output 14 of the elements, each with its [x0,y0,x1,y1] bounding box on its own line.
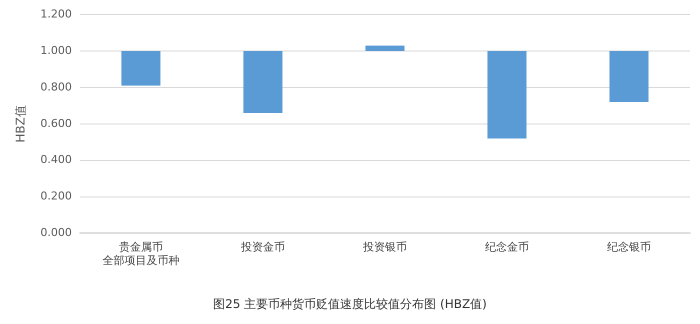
x-tick-label: 贵金属币全部项目及币种 [102,240,180,267]
text: 图25 主要币种货币贬值速度比较值分布图 (HBZ值) [213,296,487,311]
y-tick-label: 0.600 [40,116,72,130]
x-tick-label: 纪念金币 [484,240,529,254]
y-tick-label: 1.000 [40,44,72,57]
y-tick-label: 0.200 [40,190,72,203]
y-axis-title: HBZ值 [13,105,28,143]
x-tick-label: 投资金币 [240,240,285,254]
y-tick-label: 0.400 [40,153,72,166]
y-tick-label: 0.000 [40,226,72,240]
x-tick-label: 投资银币 [362,240,407,254]
x-tick-label: 纪念银币 [606,240,651,254]
y-tick-label: 0.800 [40,80,72,94]
y-tick-label: 1.200 [40,7,72,20]
